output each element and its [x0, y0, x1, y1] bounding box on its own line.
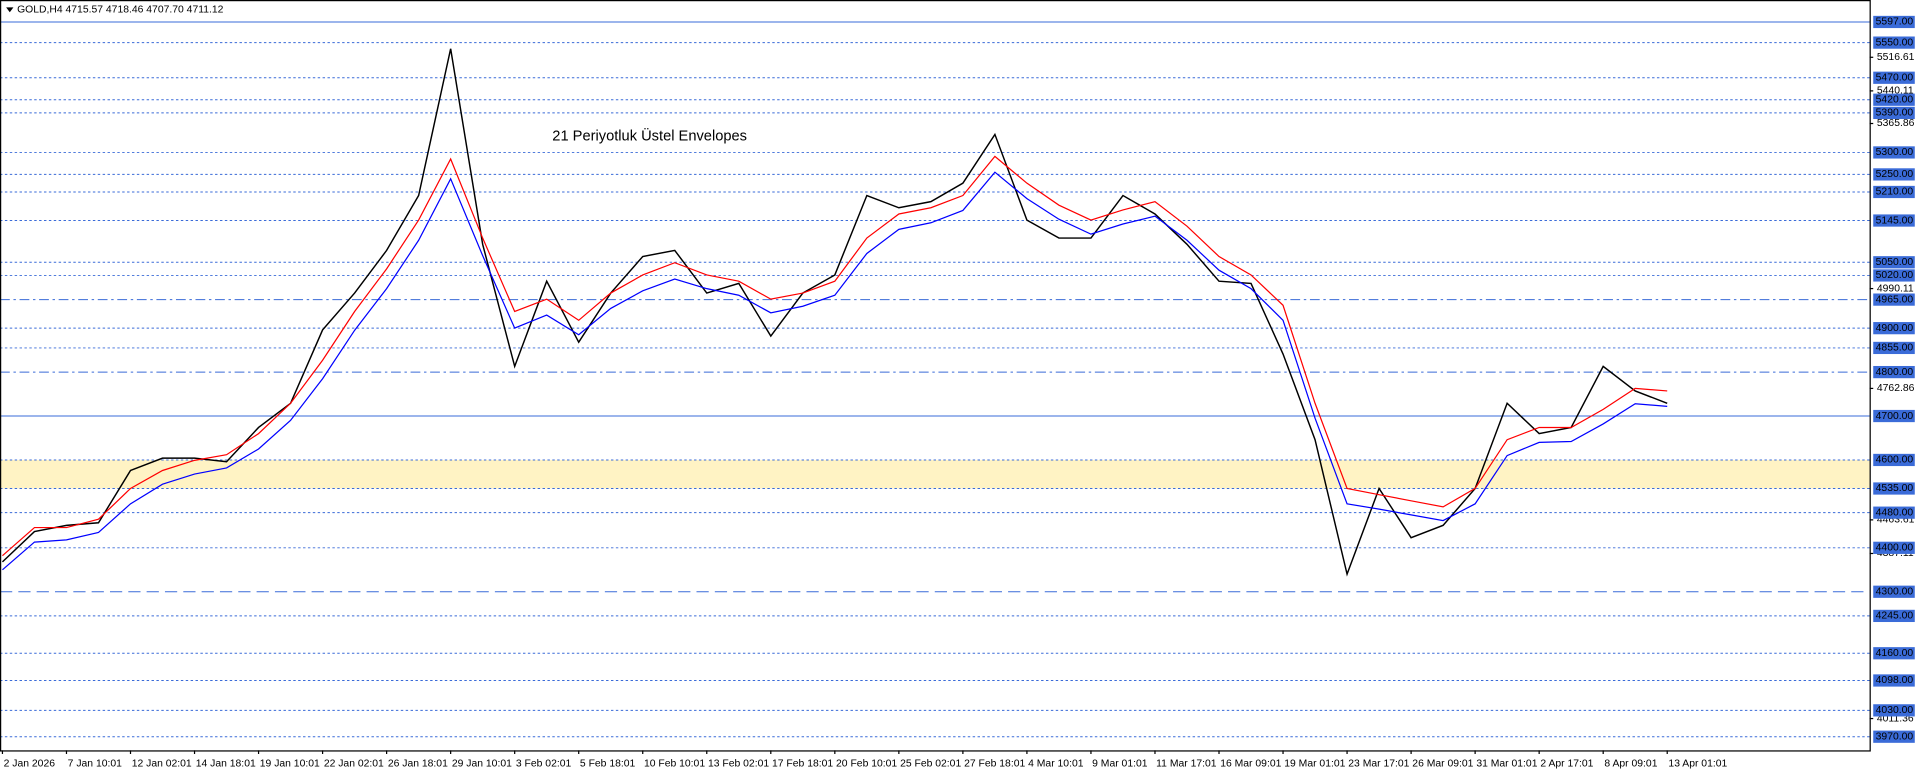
x-tick-label: 13 Feb 02:01 — [708, 759, 769, 770]
level-label-box — [1873, 453, 1915, 467]
level-label-box — [1873, 15, 1915, 29]
y-tick-label: 4011.36 — [1877, 713, 1914, 724]
level-label-box — [1873, 93, 1915, 106]
level-label: 4480.00 — [1876, 507, 1914, 518]
x-tick-label: 22 Jan 02:01 — [324, 759, 384, 770]
level-label: 5597.00 — [1876, 17, 1914, 28]
x-tick-label: 31 Mar 01:01 — [1476, 759, 1537, 770]
level-label-box — [1873, 541, 1915, 554]
level-label-box — [1873, 36, 1915, 49]
x-tick-label: 11 Mar 17:01 — [1156, 759, 1217, 770]
x-tick-label: 25 Feb 02:01 — [900, 759, 961, 770]
x-tick-label: 26 Mar 09:01 — [1412, 759, 1473, 770]
level-label-box — [1873, 609, 1915, 623]
envelope-line — [2, 171, 1668, 571]
x-tick-label: 23 Mar 17:01 — [1348, 759, 1409, 770]
level-label: 4535.00 — [1876, 483, 1914, 494]
x-tick-label: 10 Feb 10:01 — [644, 759, 705, 770]
x-tick-label: 16 Mar 09:01 — [1220, 759, 1281, 770]
level-label: 5020.00 — [1876, 270, 1914, 281]
level-label: 5250.00 — [1876, 169, 1914, 180]
level-label-box — [1873, 730, 1915, 743]
level-label: 4700.00 — [1876, 411, 1914, 422]
x-tick-label: 20 Feb 10:01 — [836, 759, 897, 770]
level-label: 5145.00 — [1876, 215, 1914, 226]
level-label-box — [1873, 293, 1915, 306]
level-label-box — [1873, 506, 1915, 519]
x-tick-label: 2 Jan 2026 — [4, 759, 56, 770]
y-tick-label: 4463.61 — [1877, 515, 1915, 526]
y-tick-label: 5516.61 — [1877, 52, 1915, 63]
y-tick-label: 5440.11 — [1877, 86, 1914, 97]
level-label-box — [1873, 482, 1915, 495]
level-label: 4600.00 — [1876, 455, 1914, 466]
level-label: 5550.00 — [1876, 37, 1914, 48]
menu-arrow[interactable] — [6, 7, 14, 13]
level-label: 3970.00 — [1876, 731, 1914, 742]
level-label-box — [1873, 674, 1915, 687]
level-label: 5050.00 — [1876, 257, 1914, 268]
level-label-box — [1873, 585, 1915, 598]
level-label-box — [1873, 185, 1915, 199]
level-label: 4400.00 — [1876, 543, 1914, 554]
level-label: 4160.00 — [1876, 648, 1914, 659]
price-line — [1, 48, 1668, 577]
level-label: 4300.00 — [1876, 586, 1914, 597]
level-label: 4965.00 — [1876, 294, 1914, 305]
envelope-line — [2, 155, 1668, 557]
y-tick-label: 5365.86 — [1877, 118, 1915, 129]
level-label-box — [1873, 269, 1915, 282]
level-label: 5390.00 — [1876, 108, 1914, 119]
level-label-box — [1873, 256, 1915, 269]
level-label-box — [1873, 106, 1915, 120]
level-label-box — [1873, 409, 1915, 423]
x-tick-label: 8 Apr 09:01 — [1604, 759, 1657, 770]
x-tick-label: 4 Mar 10:01 — [1028, 759, 1084, 770]
level-label: 5300.00 — [1876, 147, 1914, 158]
x-tick-label: 19 Jan 10:01 — [260, 759, 320, 770]
y-tick-label: 4990.11 — [1877, 283, 1914, 294]
y-tick-label: 4762.86 — [1877, 383, 1915, 394]
x-tick-label: 5 Feb 18:01 — [580, 759, 636, 770]
level-label: 4900.00 — [1876, 323, 1914, 334]
x-tick-label: 19 Mar 01:01 — [1284, 759, 1345, 770]
level-label-box — [1873, 146, 1915, 159]
x-tick-label: 13 Apr 01:01 — [1668, 759, 1727, 770]
plot-frame — [0, 0, 1871, 752]
level-label-box — [1873, 365, 1915, 379]
level-label: 5210.00 — [1876, 187, 1914, 198]
level-label-box — [1873, 71, 1915, 84]
x-tick-label: 3 Feb 02:01 — [516, 759, 572, 770]
level-label: 4245.00 — [1876, 611, 1914, 622]
chart-title: GOLD,H4 4715.57 4718.46 4707.70 4711.12 — [17, 5, 224, 16]
x-tick-label: 17 Feb 18:01 — [772, 759, 833, 770]
x-tick-label: 14 Jan 18:01 — [196, 759, 256, 770]
x-tick-label: 27 Feb 18:01 — [964, 759, 1025, 770]
level-label-box — [1873, 704, 1915, 717]
level-label-box — [1873, 214, 1915, 227]
annotation: 21 Periyotluk Üstel Envelopes — [552, 127, 747, 145]
x-tick-label: 26 Jan 18:01 — [388, 759, 448, 770]
x-tick-label: 29 Jan 10:01 — [452, 759, 512, 770]
level-label: 4800.00 — [1876, 367, 1914, 378]
level-label-box — [1873, 322, 1915, 335]
level-label: 4030.00 — [1876, 705, 1914, 716]
highlight-zone — [0, 459, 1870, 489]
plot — [0, 21, 1874, 738]
level-label-box — [1873, 168, 1915, 181]
level-label: 4855.00 — [1876, 343, 1914, 354]
x-tick-label: 12 Jan 02:01 — [132, 759, 192, 770]
x-tick-label: 2 Apr 17:01 — [1540, 759, 1593, 770]
x-tick-label: 7 Jan 10:01 — [68, 759, 122, 770]
level-label-box — [1873, 341, 1915, 355]
level-label: 5420.00 — [1876, 94, 1914, 105]
level-label: 5470.00 — [1876, 72, 1914, 83]
level-label-box — [1873, 647, 1915, 660]
level-label: 4098.00 — [1876, 675, 1914, 686]
x-tick-label: 9 Mar 01:01 — [1092, 759, 1148, 770]
